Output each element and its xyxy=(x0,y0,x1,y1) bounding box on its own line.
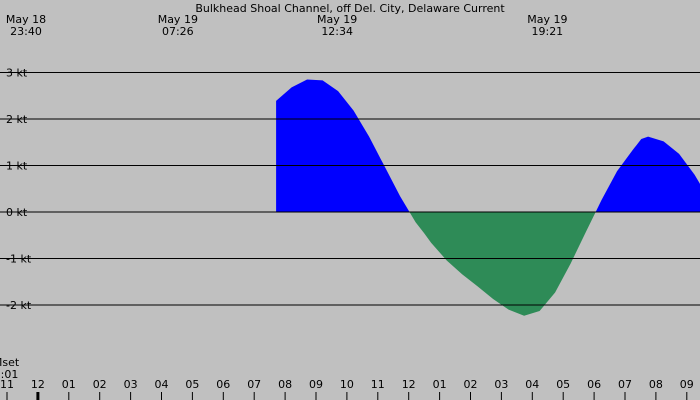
top-time-label: 23:40 xyxy=(10,25,42,38)
hour-tick-label: 11 xyxy=(0,378,14,391)
hour-tick-label: 06 xyxy=(216,378,230,391)
hour-tick-label: 04 xyxy=(155,378,169,391)
hour-tick-label: 06 xyxy=(587,378,601,391)
flood-area xyxy=(595,136,700,212)
hour-tick-label: 01 xyxy=(62,378,76,391)
y-tick-label: -2 kt xyxy=(6,299,32,312)
hour-tick-label: 11 xyxy=(371,378,385,391)
hour-tick-label: 03 xyxy=(124,378,138,391)
y-tick-label: 3 kt xyxy=(6,67,28,80)
y-tick-label: 1 kt xyxy=(6,160,28,173)
y-tick-label: 2 kt xyxy=(6,113,28,126)
hour-tick-label: 03 xyxy=(494,378,508,391)
hour-tick-label: 04 xyxy=(525,378,539,391)
top-time-label: 12:34 xyxy=(321,25,353,38)
hour-tick-label: 08 xyxy=(649,378,663,391)
top-time-label: 07:26 xyxy=(162,25,194,38)
hour-tick-label: 05 xyxy=(185,378,199,391)
hour-tick-label: 12 xyxy=(31,378,45,391)
hour-tick-label: 09 xyxy=(309,378,323,391)
hour-tick-label: 07 xyxy=(247,378,261,391)
top-date-label: May 18 xyxy=(6,13,46,26)
hour-tick-label: 08 xyxy=(278,378,292,391)
hour-tick-label: 02 xyxy=(93,378,107,391)
top-time-label: 19:21 xyxy=(531,25,563,38)
chart-title: Bulkhead Shoal Channel, off Del. City, D… xyxy=(195,2,505,15)
hour-tick-label: 02 xyxy=(464,378,478,391)
y-tick-label: -1 kt xyxy=(6,253,32,266)
top-date-label: May 19 xyxy=(158,13,198,26)
y-tick-label: 0 kt xyxy=(6,206,28,219)
hour-tick-label: 09 xyxy=(680,378,694,391)
hour-tick-label: 10 xyxy=(340,378,354,391)
ebb-area xyxy=(409,212,596,316)
hour-tick-label: 12 xyxy=(402,378,416,391)
event-time-label: 3:01 xyxy=(0,368,18,381)
hour-tick-label: 07 xyxy=(618,378,632,391)
top-date-label: May 19 xyxy=(317,13,357,26)
flood-area xyxy=(276,79,410,212)
hour-tick-label: 05 xyxy=(556,378,570,391)
hour-tick-label: 01 xyxy=(433,378,447,391)
event-label: Mset xyxy=(0,356,20,369)
top-date-label: May 19 xyxy=(527,13,567,26)
